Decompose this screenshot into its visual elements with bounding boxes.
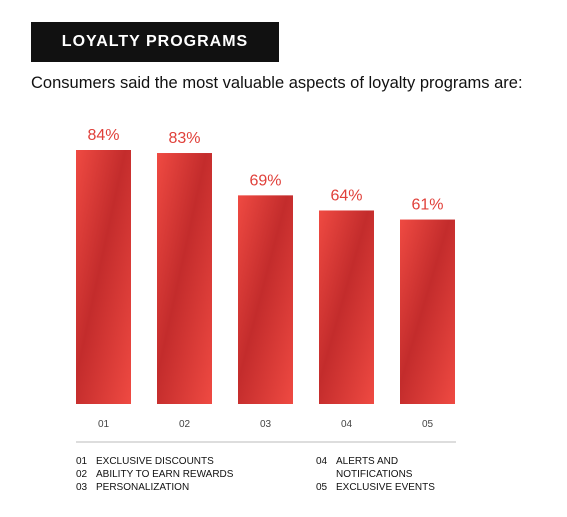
legend-item-04: 04 ALERTS AND NOTIFICATIONS	[316, 455, 456, 481]
legend-label: ALERTS AND NOTIFICATIONS	[336, 456, 413, 480]
legend-label: ABILITY TO EARN REWARDS	[96, 469, 234, 480]
bar-04	[319, 210, 374, 404]
chart-subtitle: Consumers said the most valuable aspects…	[31, 74, 523, 92]
legend-item-03: 03 PERSONALIZATION	[76, 481, 233, 494]
legend-item-01: 01 EXCLUSIVE DISCOUNTS	[76, 455, 233, 468]
bar-03	[238, 195, 293, 404]
x-tick-label-01: 01	[98, 419, 110, 430]
value-label-03: 69%	[249, 172, 281, 189]
legend-label: EXCLUSIVE EVENTS	[336, 482, 435, 493]
legend-number: 04	[316, 456, 328, 467]
value-label-04: 64%	[330, 187, 362, 204]
x-tick-label-02: 02	[179, 419, 191, 430]
legend-number: 05	[316, 482, 328, 493]
legend-left: 01 EXCLUSIVE DISCOUNTS 02 ABILITY TO EARN R…	[76, 455, 233, 494]
legend-number: 01	[76, 456, 88, 467]
value-label-02: 83%	[168, 130, 200, 147]
bar-02	[157, 153, 212, 404]
legend-item-05: 05 EXCLUSIVE EVENTS	[316, 481, 456, 494]
legend-right: 04 ALERTS AND NOTIFICATIONS 05 EXCLUSIVE EV…	[316, 455, 456, 494]
legend-number: 02	[76, 469, 88, 480]
chart-title: LOYALTY PROGRAMS	[61, 33, 249, 50]
legend-label: PERSONALIZATION	[96, 482, 190, 493]
legend-label: EXCLUSIVE DISCOUNTS	[96, 456, 214, 467]
legend-number: 03	[76, 482, 88, 493]
bar-01	[76, 150, 131, 404]
legend-item-02: 02 ABILITY TO EARN REWARDS	[76, 468, 233, 481]
title-badge: LOYALTY PROGRAMS	[31, 22, 279, 62]
bar-05	[400, 219, 455, 404]
x-tick-label-05: 05	[422, 419, 434, 430]
value-label-05: 61%	[411, 197, 443, 214]
value-label-01: 84%	[87, 127, 119, 144]
x-tick-label-03: 03	[260, 419, 272, 430]
x-tick-label-04: 04	[341, 419, 353, 430]
